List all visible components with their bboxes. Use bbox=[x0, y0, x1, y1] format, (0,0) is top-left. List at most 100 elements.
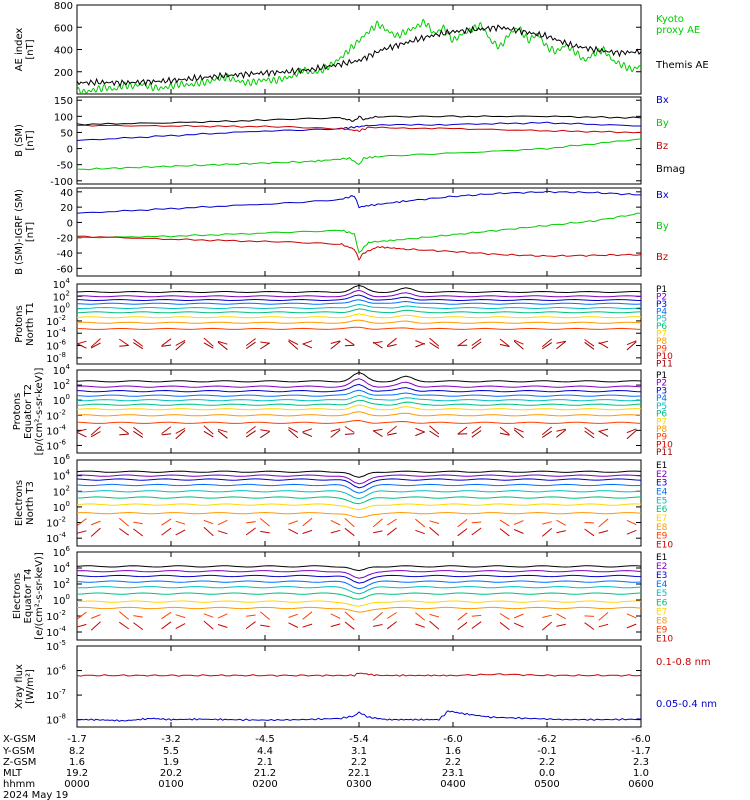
series-line-2 bbox=[77, 212, 641, 254]
channel-line-segment bbox=[288, 528, 299, 535]
y-tick-label: 106 bbox=[53, 453, 71, 467]
channel-line-segment bbox=[302, 432, 313, 438]
series-line-1 bbox=[77, 672, 641, 677]
y-tick-label: -20 bbox=[57, 234, 73, 245]
channel-line-segment bbox=[387, 432, 397, 436]
channel-line-segment bbox=[302, 340, 313, 345]
channel-line-segment bbox=[161, 518, 172, 526]
channel-line-segment bbox=[260, 431, 270, 439]
channel-line-segment bbox=[556, 428, 566, 432]
channel-label-P3: P3 bbox=[656, 386, 667, 396]
y-tick-label: 400 bbox=[54, 46, 73, 57]
axis-row-value: -3.2 bbox=[161, 734, 181, 745]
channel-line-segment bbox=[245, 338, 256, 347]
channel-line-segment bbox=[598, 612, 609, 621]
y-axis-label: Protons bbox=[12, 393, 23, 430]
channel-line-segment bbox=[77, 431, 87, 438]
axis-row-value: 0600 bbox=[628, 779, 653, 790]
channel-line-segment bbox=[429, 620, 440, 630]
y-axis-label: B (SM)-IGRF (SM) bbox=[14, 189, 25, 275]
channel-line-segment bbox=[302, 428, 313, 433]
channel-line-segment bbox=[77, 340, 87, 345]
channel-label-E5: E5 bbox=[656, 589, 667, 599]
channel-label-P10: P10 bbox=[656, 440, 673, 450]
axis-row-value: 0200 bbox=[252, 779, 277, 790]
channel-line-segment bbox=[415, 623, 425, 628]
panel-3: -60 -40 -20 0 20 40 B (SM)-IGRF (SM) [nT] Bx By Bz bbox=[14, 187, 669, 277]
channel-line-segment bbox=[415, 431, 425, 437]
panel-7: 106 104 102 100 10-2 10-4 Electrons Equator T4[… bbox=[12, 545, 673, 644]
channel-line-segment bbox=[344, 426, 355, 433]
channel-line-segment bbox=[260, 342, 270, 350]
channel-line-segment bbox=[175, 341, 186, 351]
y-tick-label: 102 bbox=[53, 378, 70, 392]
legend-label: Kyoto bbox=[656, 14, 684, 25]
series-line-1 bbox=[77, 121, 641, 141]
channel-line-segment bbox=[513, 529, 524, 534]
channel-line-segment bbox=[556, 519, 567, 526]
y-tick-label: 600 bbox=[54, 23, 73, 34]
channel-line-segment bbox=[203, 337, 214, 347]
series-line-1 bbox=[77, 190, 641, 214]
plot-area bbox=[77, 565, 641, 631]
y-axis-label: Protons bbox=[14, 305, 25, 342]
channel-line-segment bbox=[77, 530, 87, 534]
channel-line-E1 bbox=[77, 470, 641, 478]
axis-row-value: 2.3 bbox=[633, 757, 649, 768]
series-line-3 bbox=[77, 124, 641, 134]
channel-label-P10: P10 bbox=[656, 352, 673, 362]
axis-row-label: hhmm bbox=[3, 779, 35, 790]
channel-line-segment bbox=[330, 613, 341, 619]
channel-line-segment bbox=[330, 428, 341, 432]
channel-label-P1: P1 bbox=[656, 285, 667, 295]
channel-label-E8: E8 bbox=[656, 616, 668, 626]
axis-row-value: 21.2 bbox=[254, 768, 276, 779]
channel-label-E3: E3 bbox=[656, 479, 667, 489]
y-tick-label: 10-2 bbox=[46, 516, 66, 530]
channel-line-segment bbox=[499, 343, 510, 348]
channel-line-segment bbox=[556, 340, 566, 344]
channel-line-segment bbox=[429, 520, 440, 524]
y-tick-label: 106 bbox=[53, 545, 71, 559]
axis-row-value: 2.2 bbox=[539, 757, 555, 768]
channel-line-segment bbox=[119, 528, 129, 536]
channel-label-E4: E4 bbox=[656, 580, 668, 590]
channel-line-segment bbox=[415, 529, 425, 535]
channel-line-segment bbox=[302, 529, 313, 534]
channel-line-segment bbox=[372, 518, 383, 528]
channel-line-segment bbox=[541, 528, 553, 537]
channel-line-segment bbox=[344, 518, 355, 528]
y-axis-label: [nT] bbox=[25, 222, 36, 242]
y-tick-label: -50 bbox=[57, 161, 73, 172]
channel-line-segment bbox=[513, 339, 524, 345]
channel-line-segment bbox=[259, 611, 271, 620]
channel-label-E10: E10 bbox=[656, 634, 673, 644]
y-axis-label: B (SM) bbox=[14, 124, 25, 157]
channel-line-segment bbox=[344, 621, 355, 630]
channel-line-segment bbox=[133, 338, 144, 347]
channel-line-segment bbox=[584, 528, 595, 537]
plot-area bbox=[77, 371, 641, 440]
channel-line-segment bbox=[302, 611, 313, 620]
y-tick-label: 104 bbox=[53, 363, 71, 377]
channel-line-segment bbox=[77, 611, 87, 620]
channel-line-segment bbox=[119, 621, 129, 630]
channel-line-segment bbox=[584, 341, 595, 350]
channel-line-segment bbox=[161, 338, 172, 347]
channel-line-P6 bbox=[77, 399, 641, 406]
channel-line-segment bbox=[556, 623, 566, 627]
legend-label: Bz bbox=[656, 252, 668, 263]
channel-line-segment bbox=[288, 339, 299, 345]
channel-line-segment bbox=[626, 340, 637, 346]
channel-line-E8 bbox=[77, 511, 641, 519]
channel-line-P4 bbox=[77, 389, 641, 397]
channel-line-segment bbox=[584, 622, 595, 630]
y-tick-label: 10-7 bbox=[46, 688, 66, 702]
legend-label: Bmag bbox=[656, 164, 685, 175]
channel-line-segment bbox=[344, 344, 355, 347]
channel-line-segment bbox=[330, 519, 341, 526]
axis-row-label: MLT bbox=[3, 768, 23, 779]
y-tick-label: 10-6 bbox=[46, 664, 66, 678]
y-axis-label: AE index bbox=[14, 28, 25, 72]
